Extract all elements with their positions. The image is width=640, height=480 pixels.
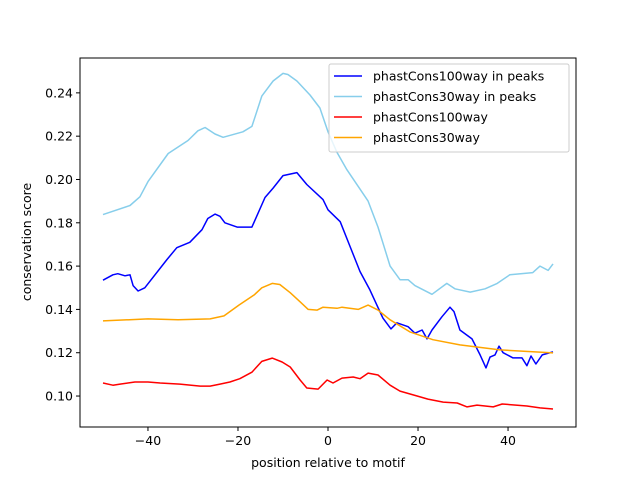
y-tick-label: 0.24 bbox=[45, 85, 73, 100]
y-axis-label: conservation score bbox=[19, 183, 34, 302]
y-tick-label: 0.22 bbox=[45, 129, 73, 144]
y-tick-label: 0.12 bbox=[45, 345, 73, 360]
series-line-phastCons100way bbox=[102, 357, 554, 410]
y-axis: 0.10 0.12 0.14 0.16 0.18 0.20 0.22 0.24 bbox=[45, 85, 80, 404]
legend: phastCons100way in peaks phastCons30way i… bbox=[328, 63, 570, 153]
x-tick-label: −40 bbox=[135, 433, 161, 448]
y-tick-label: 0.16 bbox=[45, 259, 73, 274]
series-line-phastCons100way-in-peaks bbox=[102, 171, 554, 369]
y-tick-label: 0.20 bbox=[45, 172, 73, 187]
legend-entry: phastCons100way in peaks bbox=[373, 69, 544, 84]
series-line-phastCons30way-in-peaks bbox=[102, 72, 554, 296]
x-axis-label: position relative to motif bbox=[251, 455, 405, 470]
x-tick-label: −20 bbox=[225, 433, 251, 448]
x-tick-label: 40 bbox=[500, 433, 516, 448]
y-tick-label: 0.14 bbox=[45, 302, 73, 317]
y-tick-label: 0.10 bbox=[45, 389, 73, 404]
x-tick-label: 0 bbox=[324, 433, 332, 448]
series-layer bbox=[102, 72, 554, 410]
legend-entry: phastCons30way in peaks bbox=[373, 89, 536, 104]
legend-box bbox=[328, 63, 570, 153]
legend-entry: phastCons30way bbox=[373, 130, 481, 145]
x-tick-label: 20 bbox=[410, 433, 426, 448]
y-tick-label: 0.18 bbox=[45, 215, 73, 230]
series-line-phastCons30way bbox=[102, 282, 554, 354]
x-axis: −40 −20 0 20 40 bbox=[135, 427, 516, 448]
legend-entry: phastCons100way bbox=[373, 110, 488, 125]
